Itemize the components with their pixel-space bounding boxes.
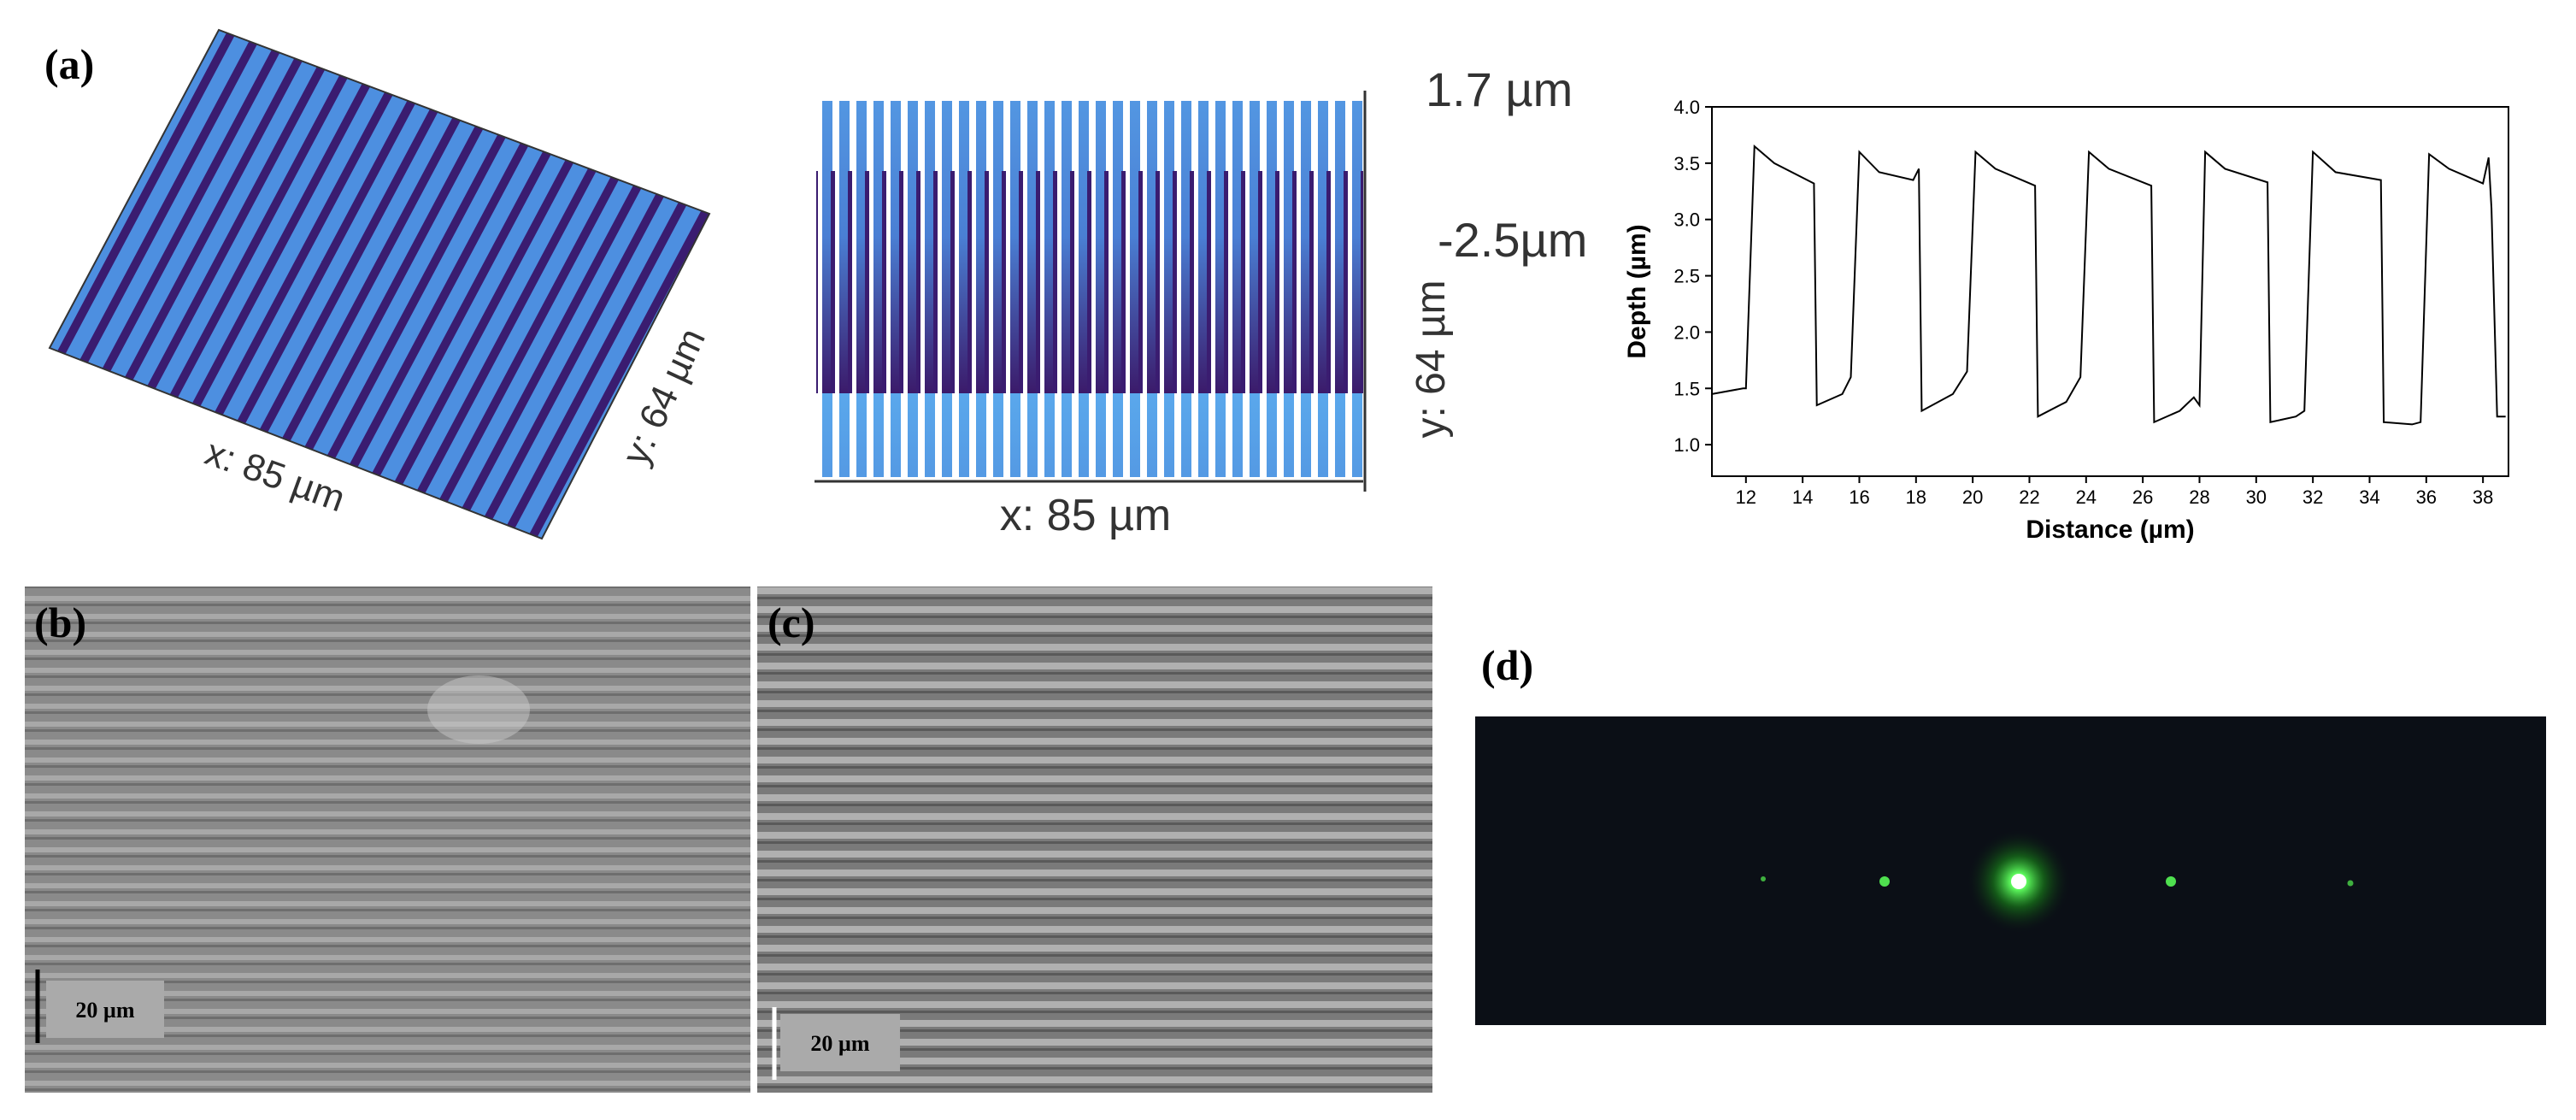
scale-box xyxy=(780,1014,900,1071)
spot xyxy=(1761,876,1766,881)
x-tick-label: 30 xyxy=(2246,486,2267,508)
x-axis-label: x: 85 µm xyxy=(1000,491,1171,540)
x-tick-label: 38 xyxy=(2473,486,2493,508)
y-axis-label: y: 64 µm xyxy=(1409,280,1454,438)
spot xyxy=(2011,874,2026,889)
x-tick-label: 20 xyxy=(1962,486,1983,508)
x-tick-label: 16 xyxy=(1849,486,1869,508)
depth-chart: 12 14 16 18 20 22 24 26 28 30 32 34 36 38 1.0 1.5 2.0 2.5… xyxy=(1623,97,2509,544)
x-axis-title: Distance (µm) xyxy=(2026,516,2194,544)
spot xyxy=(1879,876,1890,887)
x-tick-label: 26 xyxy=(2132,486,2153,508)
plot-frame xyxy=(1711,106,2509,477)
y-axis-title: Depth (µm) xyxy=(1623,224,1651,358)
surface-3d-top xyxy=(48,28,711,540)
y-tick-label: 2.5 xyxy=(1673,266,1700,287)
panel-label: (a) xyxy=(44,40,94,88)
panel-label: (d) xyxy=(1481,641,1533,689)
z-bottom-label: -2.5µm xyxy=(1438,213,1587,267)
spot xyxy=(2347,880,2354,887)
y-tick-label: 1.5 xyxy=(1673,378,1700,399)
surface-3d-side xyxy=(816,101,1363,477)
y-tick-label: 1.0 xyxy=(1673,434,1700,456)
scale-label: 20 µm xyxy=(810,1031,869,1056)
x-tick-label: 36 xyxy=(2416,486,2437,508)
spot xyxy=(2166,876,2176,887)
panel-label: (c) xyxy=(768,598,815,646)
y-tick-label: 3.5 xyxy=(1673,153,1700,174)
x-tick-label: 22 xyxy=(2019,486,2039,508)
scale-label: 20 µm xyxy=(75,998,134,1023)
y-tick-label: 3.0 xyxy=(1673,209,1700,231)
x-tick-label: 34 xyxy=(2359,486,2379,508)
x-tick-label: 14 xyxy=(1792,486,1813,508)
z-top-label: 1.7 µm xyxy=(1426,62,1573,116)
x-tick-label: 28 xyxy=(2189,486,2209,508)
x-tick-label: 32 xyxy=(2303,486,2323,508)
artifact xyxy=(427,675,530,744)
panel-label: (b) xyxy=(34,598,86,646)
x-tick-label: 12 xyxy=(1736,486,1756,508)
micrograph xyxy=(757,587,1432,1093)
scale-box xyxy=(46,981,164,1038)
line xyxy=(1711,144,2506,426)
y-tick-label: 2.0 xyxy=(1673,321,1700,343)
x-tick-label: 24 xyxy=(2076,486,2097,508)
x-tick-label: 18 xyxy=(1906,486,1926,508)
y-tick-label: 4.0 xyxy=(1673,97,1700,118)
